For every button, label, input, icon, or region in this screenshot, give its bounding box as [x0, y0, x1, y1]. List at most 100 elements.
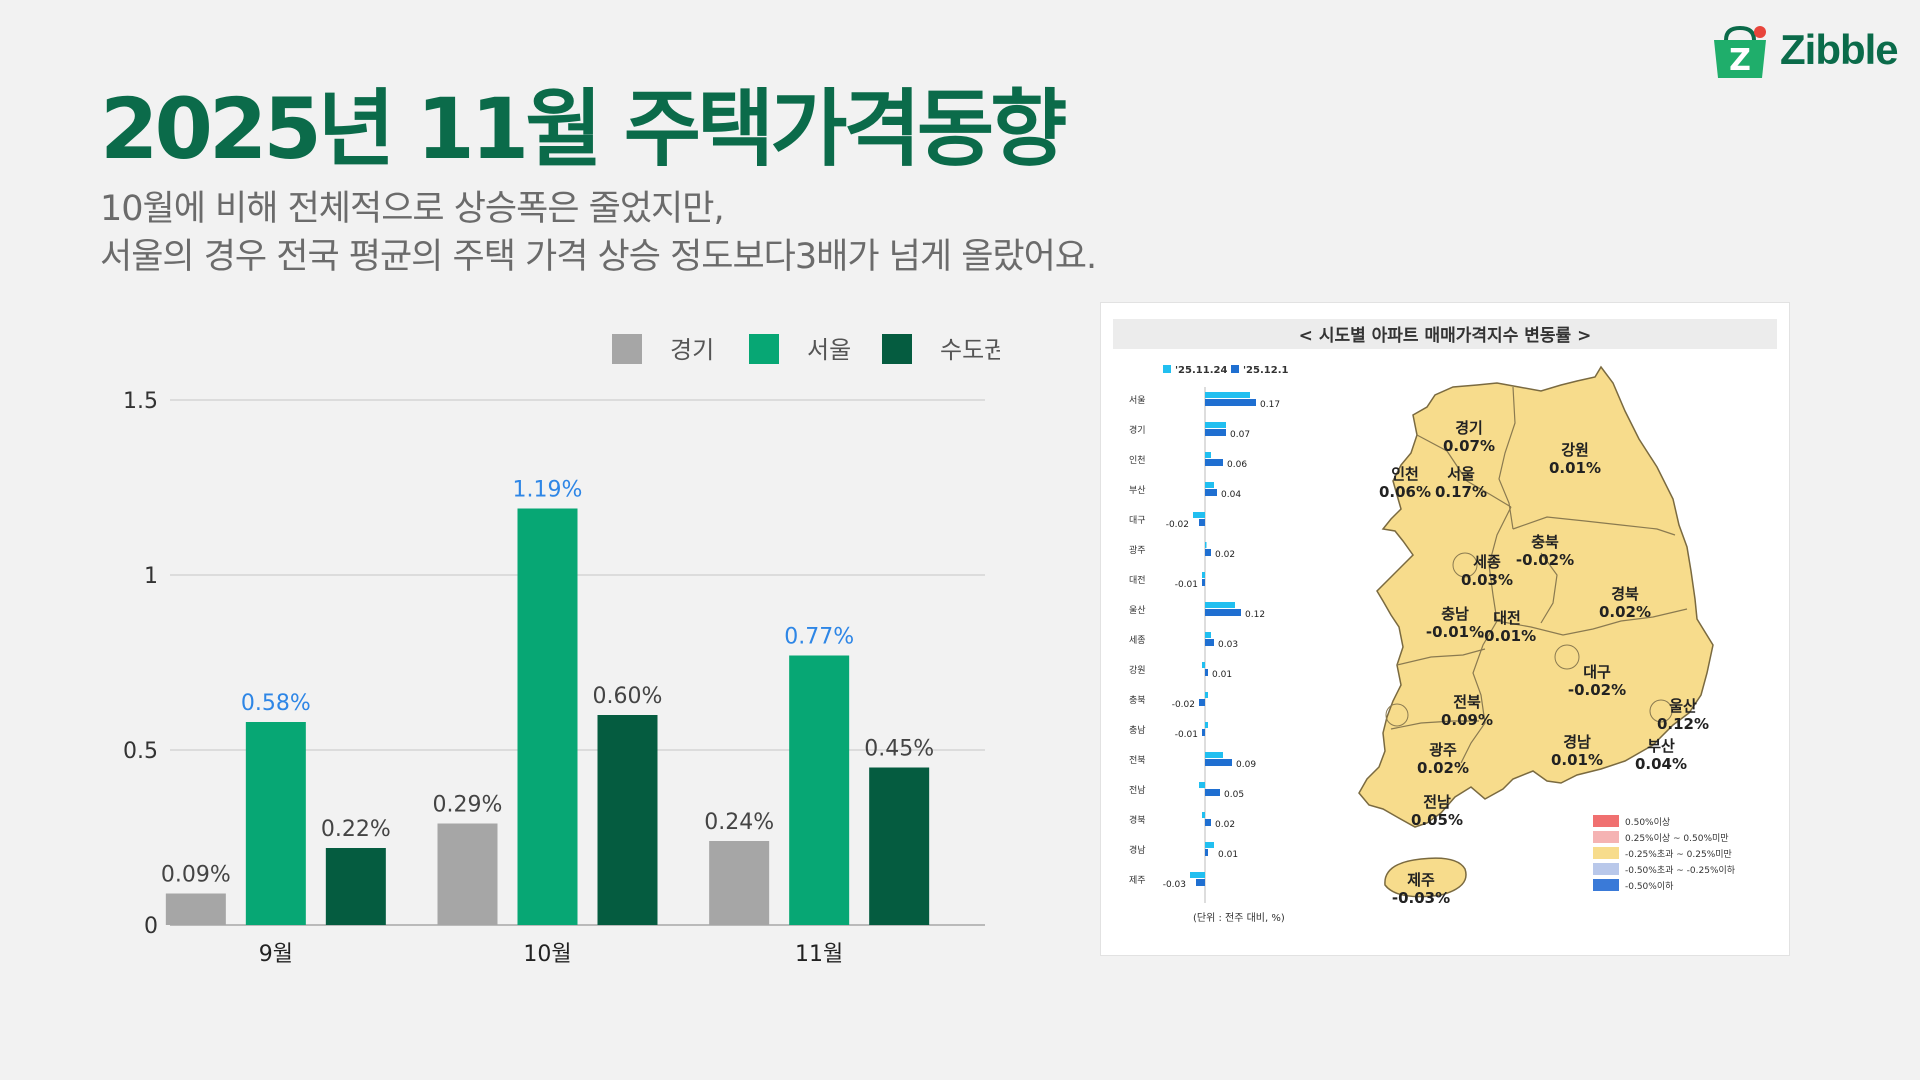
hbar-value-label: -0.03 [1163, 880, 1186, 890]
map-region-value: -0.01% [1478, 627, 1536, 645]
monthly-price-chart: 경기 서울 수도권 0 0.5 1 1.5 0.09% 0.58% 0.22% 0.29% 1.1… [100, 310, 1000, 990]
map-region-name: 전남 [1423, 793, 1451, 811]
logo-letter: Z [1729, 43, 1751, 78]
map-region-name: 충북 [1531, 533, 1559, 551]
map-region-name: 경북 [1611, 585, 1639, 603]
legend-label-prev: '25.11.24 [1175, 365, 1227, 376]
y-tick-label: 0 [144, 914, 158, 939]
brand-logo: Z Zibble [1708, 22, 1908, 82]
map-region-value: -0.02% [1568, 681, 1626, 699]
map-legend-label: -0.50%이하 [1625, 881, 1674, 892]
hbar-value-label: 0.12 [1245, 610, 1265, 620]
hbar-prev-경남 [1205, 842, 1214, 848]
data-label: 1.19% [513, 478, 583, 503]
hbar-region-label: 대구 [1129, 515, 1146, 526]
chart-bars: 0.09% 0.58% 0.22% 0.29% 1.19% 0.60% 0.24% 0.77%… [161, 478, 934, 926]
hbar-curr-대구 [1199, 519, 1205, 526]
hbar-value-label: 0.02 [1215, 550, 1235, 560]
y-tick-label: 1 [144, 564, 158, 589]
map-region-name: 인천 [1391, 465, 1419, 483]
hbar-region-label: 강원 [1129, 665, 1146, 676]
hbar-curr-경남 [1205, 849, 1208, 856]
map-region-name: 대전 [1493, 609, 1521, 627]
map-region-value: 0.01% [1549, 459, 1601, 477]
map-legend-swatch [1593, 831, 1619, 843]
hbar-curr-인천 [1205, 459, 1223, 466]
map-region-value: -0.01% [1426, 623, 1484, 641]
hbar-curr-세종 [1205, 639, 1214, 646]
hbar-curr-경기 [1205, 429, 1226, 436]
hbar-value-label: -0.02 [1166, 520, 1189, 530]
map-region-value: 0.02% [1599, 603, 1651, 621]
map-region-value: 0.07% [1443, 437, 1495, 455]
hbar-prev-경북 [1202, 812, 1205, 818]
hbar-curr-대전 [1202, 579, 1205, 586]
map-region-value: 0.05% [1411, 811, 1463, 829]
hbar-prev-광주 [1205, 542, 1207, 548]
x-tick-label: 9월 [259, 942, 293, 967]
map-region-name: 충남 [1441, 605, 1469, 623]
hbar-value-label: 0.02 [1215, 820, 1235, 830]
map-region-name: 강원 [1561, 441, 1589, 459]
bar-서울-9월 [246, 722, 306, 925]
hbar-prev-충남 [1205, 722, 1208, 728]
bar-경기-11월 [709, 841, 769, 925]
map-legend-swatch [1593, 815, 1619, 827]
legend-swatch-0 [612, 334, 642, 364]
hbar-prev-울산 [1205, 602, 1235, 608]
regional-change-figure: < 시도별 아파트 매매가격지수 변동률 > '25.11.24 '25.12.… [1101, 303, 1789, 955]
map-legend-label: -0.25%초과 ~ 0.25%미만 [1625, 849, 1732, 860]
bar-경기-10월 [438, 824, 498, 926]
bar-수도권-10월 [598, 715, 658, 925]
map-region-value: -0.02% [1516, 551, 1574, 569]
legend-swatch-1 [749, 334, 779, 364]
shopping-bag-icon: Z [1708, 22, 1772, 82]
map-region-name: 세종 [1473, 553, 1501, 571]
map-region-value: -0.03% [1392, 889, 1450, 907]
data-label: 0.24% [704, 810, 774, 835]
panel-title: < 시도별 아파트 매매가격지수 변동률 > [1299, 326, 1592, 346]
hbar-region-label: 충북 [1129, 695, 1146, 706]
map-region-value: 0.06% [1379, 483, 1431, 501]
map-color-legend: 0.50%이상 0.25%이상 ~ 0.50%미만 -0.25%초과 ~ 0.25%… [1593, 815, 1736, 892]
map-legend-swatch [1593, 863, 1619, 875]
hbar-region-label: 광주 [1129, 544, 1146, 556]
hbar-prev-대구 [1193, 512, 1205, 518]
data-label: 0.60% [593, 684, 663, 709]
data-label: 0.58% [241, 691, 311, 716]
hbar-prev-강원 [1202, 662, 1205, 668]
hbar-value-label: 0.05 [1224, 790, 1244, 800]
map-region-value: 0.17% [1435, 483, 1487, 501]
legend-label-curr: '25.12.1 [1243, 365, 1288, 376]
hbar-prev-전남 [1199, 782, 1205, 788]
bar-수도권-11월 [869, 768, 929, 926]
y-tick-label: 0.5 [123, 739, 158, 764]
hbar-prev-경기 [1205, 422, 1226, 428]
map-region-name: 울산 [1669, 697, 1697, 715]
x-tick-label: 10월 [523, 942, 571, 967]
hbar-region-label: 경기 [1129, 424, 1146, 436]
hbar-region-label: 부산 [1129, 485, 1146, 496]
y-tick-label: 1.5 [123, 389, 158, 414]
map-region-name: 경남 [1563, 733, 1591, 751]
map-region-name: 전북 [1453, 693, 1481, 711]
page-subtitle: 10월에 비해 전체적으로 상승폭은 줄었지만, 서울의 경우 전국 평균의 주… [100, 185, 1096, 281]
hbar-curr-경북 [1205, 819, 1211, 826]
hbar-prev-인천 [1205, 452, 1211, 458]
bar-서울-11월 [789, 656, 849, 926]
hbar-prev-부산 [1205, 482, 1214, 488]
chart-legend: 경기 서울 수도권 [612, 334, 1000, 364]
x-tick-label: 11월 [795, 942, 843, 967]
hbar-prev-충북 [1205, 692, 1208, 698]
data-label: 0.29% [433, 793, 503, 818]
bar-경기-9월 [166, 894, 226, 926]
map-legend-label: 0.50%이상 [1625, 817, 1670, 828]
regional-bar-chart: 서울 0.17경기 0.07인천 0.06부산 0.04대구 -0.02광주 0.02대전 -… [1129, 387, 1280, 903]
legend-label-2: 수도권 [940, 336, 1000, 364]
data-label: 0.77% [784, 625, 854, 650]
data-label: 0.45% [864, 737, 934, 762]
hbar-curr-서울 [1205, 399, 1256, 406]
chart-x-axis-labels: 9월 10월 11월 [259, 942, 844, 967]
hbar-value-label: -0.01 [1175, 730, 1198, 740]
hbar-region-label: 인천 [1129, 455, 1146, 466]
